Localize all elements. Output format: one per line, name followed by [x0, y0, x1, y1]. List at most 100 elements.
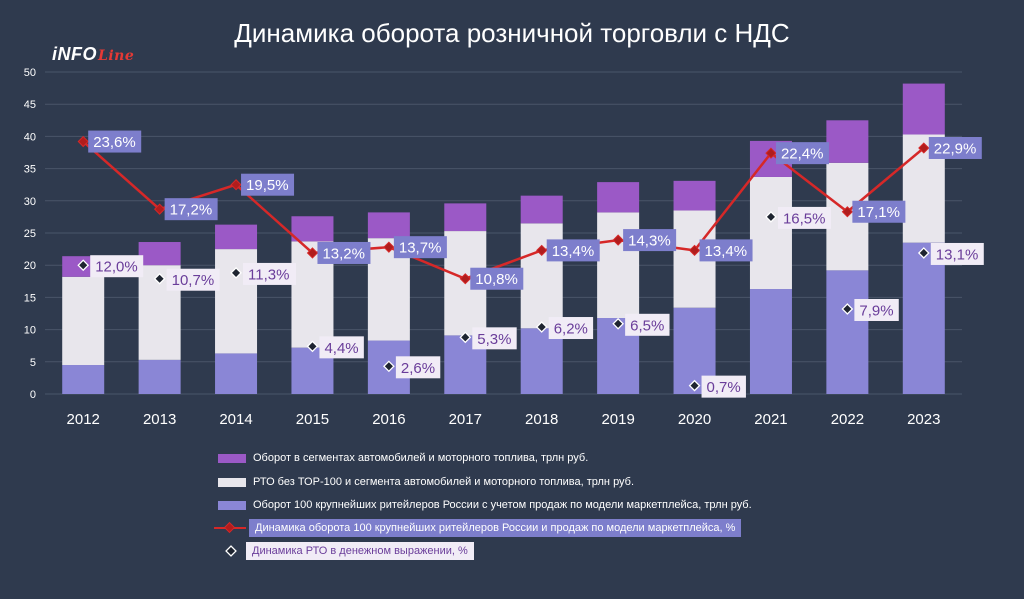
x-tick-label: 2016 [372, 411, 405, 428]
red-line-data-label-box [470, 267, 524, 290]
y-tick-label: 25 [24, 228, 36, 240]
red-line-data-label: 17,1% [857, 204, 900, 221]
bar-segment-bottom [826, 270, 869, 394]
red-line-data-label-box [317, 241, 371, 264]
x-tick-label: 2013 [143, 411, 176, 428]
rto-marker [230, 267, 242, 279]
rto-data-label: 6,5% [630, 317, 664, 334]
y-tick-label: 35 [24, 164, 36, 176]
y-tick-label: 5 [30, 357, 36, 369]
rto-marker [77, 259, 90, 272]
y-tick-label: 10 [24, 325, 36, 337]
red-line-marker [230, 179, 242, 191]
y-tick-label: 40 [24, 131, 36, 143]
rto-marker [917, 247, 930, 259]
red-line-data-label: 22,4% [781, 146, 824, 163]
bar-segment-bottom [520, 328, 563, 394]
rto-data-label-box [90, 255, 144, 278]
bar-segment-top [291, 216, 334, 242]
red-line-data-label: 13,4% [552, 243, 595, 260]
y-tick-label: 50 [24, 67, 36, 79]
bar-segment-top [902, 83, 945, 135]
x-tick-label: 2015 [296, 411, 329, 428]
y-tick-label: 20 [24, 260, 36, 272]
bar-segment-middle [520, 223, 563, 329]
y-tick-label: 15 [24, 292, 36, 304]
bar-segment-top [597, 182, 640, 213]
red-line-marker [688, 244, 701, 257]
red-line-data-label-box [775, 142, 829, 165]
red-line-marker [536, 244, 548, 257]
red-line-data-label: 13,7% [399, 240, 442, 257]
bar-segment-top [826, 120, 869, 163]
bar-segment-middle [749, 176, 792, 290]
rto-data-label-box [472, 327, 517, 350]
rto-data-label: 10,7% [172, 272, 215, 289]
rto-marker [459, 331, 472, 344]
red-line-data-label-box [699, 239, 753, 262]
rto-data-label-box [319, 336, 364, 359]
bar-segment-middle [597, 212, 640, 319]
rto-marker [841, 303, 854, 315]
x-tick-label: 2017 [449, 411, 482, 428]
rto-data-label-box [930, 242, 984, 265]
red-line-data-label-box [393, 236, 447, 259]
red-line-marker [765, 147, 777, 159]
x-tick-label: 2020 [678, 411, 711, 428]
red-line-data-label: 22,9% [934, 140, 977, 157]
rto-data-label-box [395, 356, 441, 379]
rto-data-label-box [701, 375, 746, 398]
red-line-marker [306, 247, 319, 259]
rto-data-label-box [625, 313, 670, 336]
red-line-marker [612, 234, 624, 246]
x-tick-label: 2022 [831, 411, 864, 428]
red-line-data-label: 14,3% [628, 233, 671, 250]
bar-segment-bottom [902, 242, 945, 394]
bar-segment-top [444, 203, 487, 232]
y-tick-label: 30 [24, 196, 36, 208]
bar-segment-top [138, 242, 181, 266]
red-line-data-label: 10,8% [475, 271, 518, 288]
logo-main: iNFO [52, 44, 97, 64]
red-line-marker [77, 135, 89, 148]
y-tick-label: 0 [30, 389, 36, 401]
x-tick-label: 2019 [601, 411, 634, 428]
rto-data-label: 7,9% [859, 302, 893, 319]
rto-marker [765, 211, 777, 223]
bar-segment-top [215, 224, 258, 250]
bar-segment-bottom [749, 289, 792, 394]
bar-segment-bottom [62, 365, 105, 394]
x-tick-label: 2012 [67, 411, 100, 428]
rto-marker [153, 272, 166, 285]
red-line-marker [918, 142, 930, 154]
x-tick-label: 2014 [219, 411, 252, 428]
logo: iNFOLine [52, 44, 134, 65]
rto-marker [535, 321, 548, 333]
red-line-marker [153, 203, 166, 215]
bar-segment-bottom [215, 353, 258, 394]
red-line-marker [383, 241, 395, 253]
rto-data-label-box [777, 206, 831, 229]
red-line-data-label-box [88, 130, 142, 153]
red-line-data-label-box [241, 173, 295, 196]
rto-data-label: 12,0% [95, 259, 138, 276]
rto-marker [383, 360, 395, 373]
rto-marker [306, 340, 319, 353]
rto-data-label: 16,5% [783, 210, 826, 227]
rto-marker [688, 379, 701, 392]
rto-data-label: 0,7% [707, 379, 741, 396]
rto-data-label: 11,3% [248, 266, 289, 283]
rto-data-label-box [854, 298, 899, 321]
rto-data-label-box [166, 268, 220, 291]
y-tick-label: 45 [24, 99, 36, 111]
bar-segment-bottom [138, 359, 181, 394]
rto-data-label-box [243, 262, 297, 285]
rto-marker [612, 317, 624, 330]
red-line-data-label-box [928, 136, 982, 159]
rto-data-label: 13,1% [936, 246, 979, 263]
x-tick-label: 2021 [754, 411, 787, 428]
red-line-data-label-box [546, 239, 600, 262]
rto-data-label-box [548, 317, 594, 340]
